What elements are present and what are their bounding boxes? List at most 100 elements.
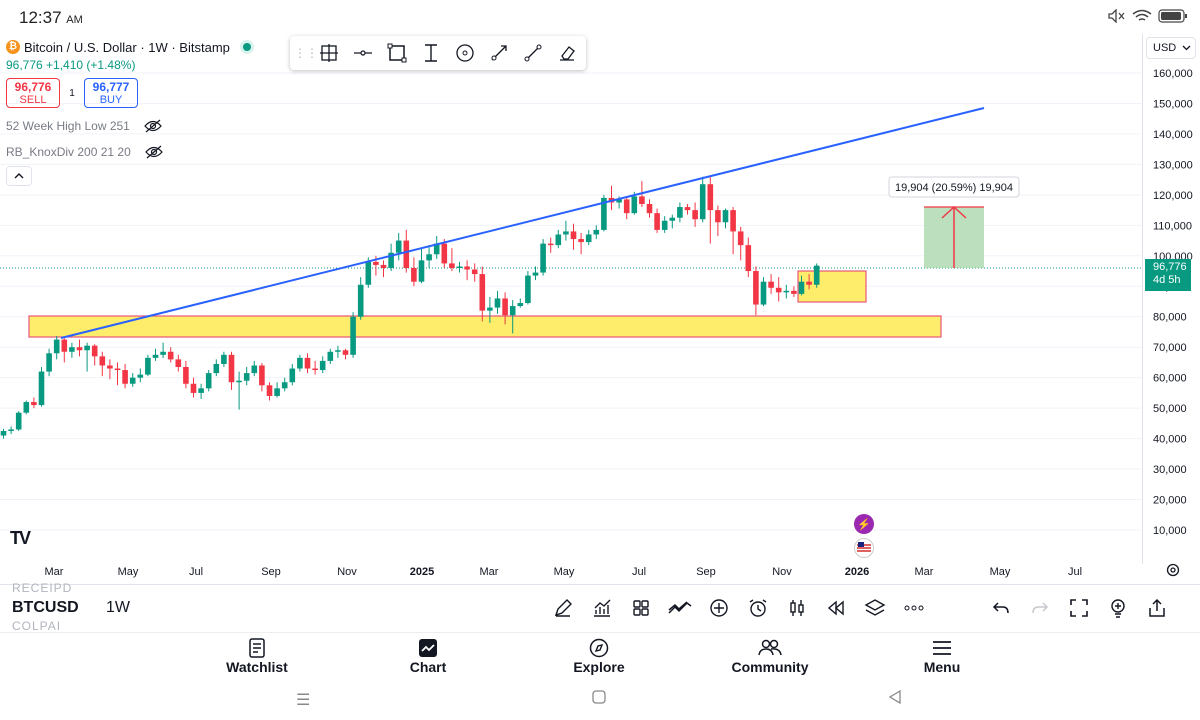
trend-line[interactable] (60, 107, 985, 339)
recent-apps-icon[interactable]: ☰ (296, 692, 311, 709)
candle-body (31, 402, 37, 406)
share-button[interactable] (1142, 595, 1171, 621)
price-axis-label: 40,000 (1153, 434, 1187, 446)
indicator-row[interactable]: 52 Week High Low 251 (6, 114, 254, 138)
price-range-tool-button[interactable] (414, 38, 448, 68)
candle-body (335, 350, 341, 352)
home-icon[interactable] (592, 690, 606, 709)
price-chart[interactable]: 19,904 (20.59%) 19,904 Mar May Jul Sep Nov 20… (0, 34, 1200, 584)
rectangle-tool-button[interactable] (380, 38, 414, 68)
candle-body (509, 306, 516, 316)
scroll-ghost-text: RECEIPD (12, 581, 73, 595)
candles (0, 176, 820, 439)
compare-button[interactable] (665, 595, 694, 621)
candle-body (661, 220, 668, 230)
eye-hidden-icon[interactable] (144, 145, 163, 159)
collapse-legend-button[interactable] (6, 166, 32, 186)
price-range-icon (425, 44, 437, 62)
symbol-title-row[interactable]: ₿ Bitcoin / U.S. Dollar · 1W · Bitstamp (6, 38, 254, 56)
symbol-button[interactable]: BTCUSD (12, 599, 79, 616)
candle (69, 342, 75, 358)
candle (433, 235, 440, 259)
trend-line-tool-button[interactable] (516, 38, 550, 68)
currency-selector[interactable]: USD (1146, 37, 1196, 59)
ideas-button[interactable] (1103, 595, 1132, 621)
circle-tool-button[interactable] (448, 38, 482, 68)
candle-body (122, 370, 128, 384)
price-axis-label: 80,000 (1153, 312, 1187, 324)
candle-body (53, 339, 60, 354)
gear-icon[interactable] (1165, 562, 1181, 578)
candle-body (631, 196, 638, 214)
alert-button[interactable] (743, 595, 772, 621)
candle (768, 274, 774, 294)
indicator-row[interactable]: RB_KnoxDiv 200 21 20 (6, 140, 254, 164)
candle-body (380, 264, 387, 268)
dividend-event-icon[interactable]: ⚡ (854, 514, 874, 534)
svg-text:19,904 (20.59%) 19,904: 19,904 (20.59%) 19,904 (895, 182, 1013, 194)
candle-body (319, 360, 326, 371)
price-axis-label: 150,000 (1153, 98, 1193, 110)
consolidation-box-rectangle[interactable] (797, 270, 867, 303)
crosshair-tool-button[interactable] (312, 38, 346, 68)
buy-button[interactable]: 96,777 BUY (84, 78, 138, 108)
candle-body (555, 234, 562, 246)
candle-body (775, 287, 782, 293)
sell-button[interactable]: 96,776 SELL (6, 78, 60, 108)
us-flag-event-icon[interactable] (854, 538, 874, 558)
nav-menu[interactable]: Menu (892, 637, 992, 675)
candle-body (266, 385, 273, 396)
candle (601, 194, 607, 232)
candle-body (69, 347, 75, 352)
candle (441, 239, 448, 268)
drawing-tools-button[interactable] (548, 595, 577, 621)
fullscreen-button[interactable] (1064, 595, 1093, 621)
candle (266, 382, 273, 401)
price-scale[interactable]: 160,000 150,000 140,000 130,000 120,000 110,0… (1142, 34, 1200, 564)
candle (61, 338, 68, 363)
ray-tool-button[interactable] (482, 38, 516, 68)
candle (730, 207, 736, 255)
nav-chart[interactable]: Chart (378, 637, 478, 675)
nav-explore[interactable]: Explore (549, 637, 649, 675)
candle-body (350, 316, 356, 355)
redo-button[interactable] (1025, 595, 1054, 621)
time-axis[interactable]: Mar May Jul Sep Nov 2025 Mar May Jul Sep Nov 2026 Ma… (45, 566, 1083, 578)
support-zone-rectangle[interactable] (28, 315, 942, 338)
nav-community[interactable]: Community (720, 637, 820, 675)
replay-button[interactable] (821, 595, 850, 621)
time-axis-label: Jul (632, 566, 646, 578)
horizontal-line-tool-button[interactable] (346, 38, 380, 68)
add-symbol-button[interactable] (704, 595, 733, 621)
candle (654, 208, 660, 233)
timeframe-button[interactable]: 1W (106, 599, 130, 616)
candle-body (297, 357, 303, 369)
candle (502, 292, 508, 325)
time-axis-label: May (554, 566, 575, 578)
tradingview-logo[interactable]: TV (10, 528, 31, 548)
price-axis-label: 120,000 (1153, 190, 1193, 202)
indicators-button[interactable] (587, 595, 616, 621)
drawing-toolbar: ⋮⋮ (290, 36, 586, 70)
back-icon[interactable] (888, 689, 902, 709)
candle-body (441, 243, 448, 264)
price-axis-label: 20,000 (1153, 495, 1187, 507)
candle (274, 382, 280, 398)
more-button[interactable] (899, 595, 928, 621)
eraser-tool-button[interactable] (550, 38, 584, 68)
undo-button[interactable] (986, 595, 1015, 621)
nav-watchlist[interactable]: Watchlist (207, 637, 307, 675)
eraser-icon (560, 46, 575, 61)
drag-handle-icon[interactable]: ⋮⋮ (294, 46, 318, 60)
candle-body (601, 197, 607, 230)
candle-body (190, 383, 197, 393)
candle-body (639, 196, 645, 205)
eye-hidden-icon[interactable] (144, 119, 162, 133)
templates-button[interactable] (626, 595, 655, 621)
chart-type-button[interactable] (782, 595, 811, 621)
price-range-arrow-head (941, 205, 967, 219)
candle-body (365, 261, 372, 285)
layers-button[interactable] (860, 595, 889, 621)
candle-body (304, 357, 311, 369)
candle-body (715, 210, 721, 223)
